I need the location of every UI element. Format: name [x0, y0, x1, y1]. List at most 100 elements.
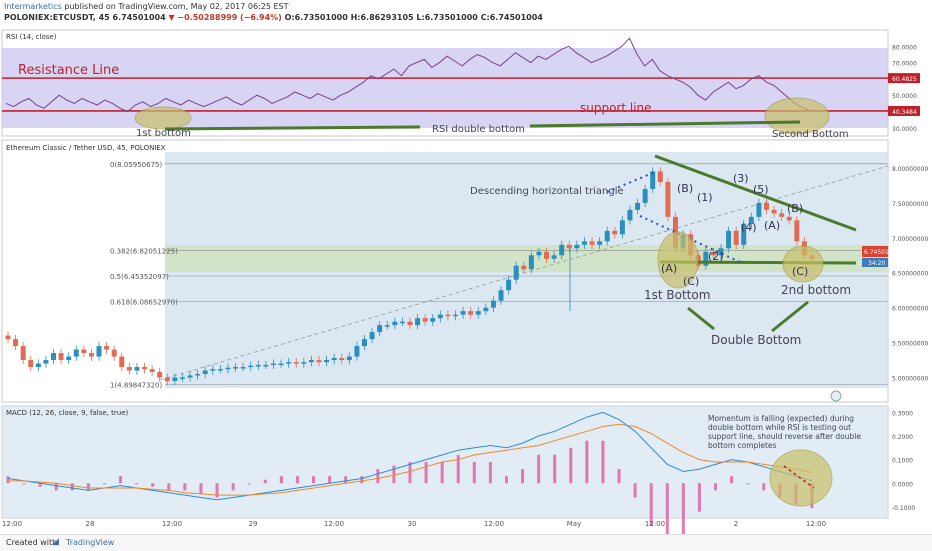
rsi-tick-label: 70.0000 [892, 61, 917, 68]
macd-hist-bar [263, 479, 267, 484]
candle-body [763, 202, 769, 210]
candle-body [703, 251, 709, 266]
candle-body [28, 360, 34, 368]
macd-hist-bar [135, 483, 139, 485]
candle-body [172, 377, 178, 382]
rsi-title: RSI (14, close) [6, 33, 57, 41]
macd-hist-bar [697, 483, 701, 512]
macd-hist-bar [585, 440, 589, 484]
wave-a2: (A) [764, 219, 780, 232]
triangle-upper-line [654, 154, 857, 232]
flag-icon[interactable] [830, 390, 842, 402]
publish-info: Intermarketics published on TradingView.… [4, 2, 289, 11]
candle-body [710, 251, 716, 256]
candle-body [134, 367, 140, 371]
price-axis: 8.00000000 7.50000000 7.00000000 6.50000000… [892, 166, 928, 383]
second-bottom-ellipse [764, 97, 830, 135]
price-tick-label: 5.00000000 [892, 376, 928, 383]
signal-line [8, 423, 813, 496]
macd-hist-bar [86, 483, 90, 491]
time-tick-label: 28 [86, 520, 95, 528]
author-name[interactable]: Intermarketics [4, 2, 62, 11]
macd-hist-bar [537, 454, 541, 484]
macd-axis: 0.3000 0.2000 0.1000 0.0000 -0.1000 [892, 410, 915, 512]
candle-body [384, 325, 390, 327]
macd-hist-bar [54, 483, 58, 491]
macd-hist-bar [665, 483, 669, 546]
time-tick-label: 12:00 [645, 520, 665, 528]
close-value: 6.74501004 [489, 13, 543, 22]
candle-body [544, 251, 550, 259]
candle-body [20, 346, 26, 361]
candle-body [361, 339, 367, 347]
fib-label: 0.618(6.08652970) [110, 299, 178, 307]
resistance-label: Resistance Line [18, 63, 119, 78]
macd-tick-label: 0.1000 [892, 458, 913, 465]
double-bottom-label: Double Bottom [711, 333, 801, 347]
wave-b1: (B) [677, 182, 693, 195]
candle-body [43, 360, 49, 364]
macd-hist-bar [762, 483, 766, 491]
time-tick-label: 12:00 [324, 520, 344, 528]
candle-body [551, 255, 557, 259]
candle-body [73, 349, 79, 357]
candle-body [574, 244, 580, 249]
candle-body [475, 311, 481, 315]
rsi-first-bottom-label: 1st bottom [136, 128, 191, 139]
candle-body [225, 367, 231, 370]
macd-hist-bar [247, 483, 251, 485]
macd-hist-bar [151, 483, 155, 487]
candle-body [324, 360, 330, 363]
fib-label: 0(8.05950675) [110, 161, 162, 169]
candle-body [195, 374, 201, 376]
candle-body [233, 367, 239, 369]
candle-body [779, 213, 785, 217]
candle-body [316, 360, 322, 363]
rsi-level-tag [888, 105, 920, 116]
symbol-name: POLONIEX:ETCUSDT, 45 [4, 13, 110, 22]
candle-body [498, 290, 504, 301]
candle-body [657, 171, 663, 182]
open-label: O: [284, 13, 295, 22]
macd-hist-bar [344, 476, 348, 484]
triangle-label: Descending horizontal triangle [470, 186, 624, 197]
wave-5: (5) [753, 183, 769, 196]
macd-hist-bar [167, 483, 171, 491]
support-label: support line [580, 101, 652, 115]
rsi-double-bottom-line-left [164, 125, 421, 131]
candle-body [642, 188, 648, 203]
candle-body [437, 314, 443, 319]
tradingview-link[interactable]: TradingView [66, 538, 115, 547]
macd-hist-bar [408, 462, 412, 484]
candle-body [217, 369, 223, 371]
rsi-pane: 80.0000 70.0000 60.4825 50.0000 40.3484 30.00… [1, 29, 920, 140]
candle-body [619, 220, 625, 235]
chart-canvas: 80.0000 70.0000 60.4825 50.0000 40.3484 30.00… [1, 29, 928, 546]
candle-body [521, 265, 527, 270]
price-tick-label: 7.50000000 [892, 201, 928, 208]
price-change: ▼ −0.50288999 (−6.94%) [168, 13, 282, 22]
price-pane: 0(8.05950675) 0.382(6.82051225) 0.5(6.4535… [1, 139, 928, 403]
macd-hist-bar [714, 483, 718, 491]
double-bottom-arrow-left [687, 306, 715, 331]
footer: Created with ◢ TradingView [0, 534, 932, 551]
candle-body [589, 241, 595, 245]
macd-hist-bar [553, 454, 557, 484]
price-tick-label: 6.50000000 [892, 271, 928, 278]
macd-hist-bar [199, 483, 203, 494]
candle-body [369, 332, 375, 340]
candle-body [635, 202, 641, 210]
macd-hist-bar [70, 483, 74, 491]
time-axis: 12:00 28 12:00 29 12:00 30 12:00 May 12:00 2 12:00 [2, 520, 826, 528]
candle-body [278, 363, 284, 366]
macd-hist-bar [102, 483, 106, 485]
time-tick-label: 29 [249, 520, 258, 528]
candle-body [126, 367, 132, 371]
macd-hist-bar [424, 462, 428, 484]
macd-hist-bar [376, 469, 380, 484]
rsi-second-bottom-label: Second Bottom [772, 129, 849, 140]
candle-body [248, 365, 254, 368]
candle-body [445, 314, 451, 317]
macd-hist-bar [601, 440, 605, 484]
candle-body [339, 357, 345, 361]
